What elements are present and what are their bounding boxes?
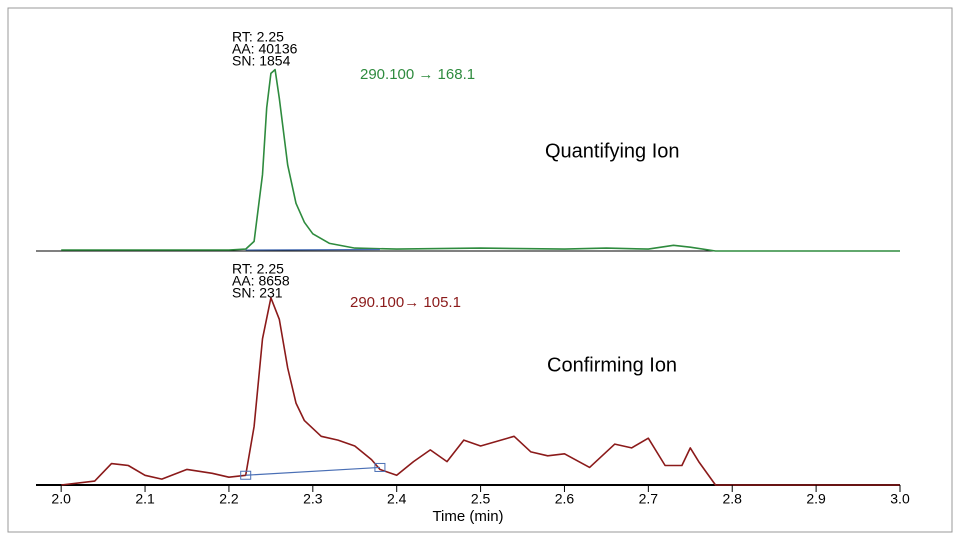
trace <box>61 297 900 486</box>
panel-title: Quantifying Ion <box>545 140 680 162</box>
x-tick-label: 2.7 <box>639 491 659 507</box>
baseline-marker <box>374 462 386 472</box>
panel-title: Confirming Ion <box>547 354 677 376</box>
integration-baseline <box>245 466 380 476</box>
x-tick-label: 2.0 <box>51 491 71 507</box>
peak-label: AA: 8658 <box>232 273 290 289</box>
integration-baseline <box>245 248 380 251</box>
peak-label: SN: 231 <box>232 285 283 301</box>
trace <box>61 68 900 252</box>
x-tick-label: 2.1 <box>135 491 155 507</box>
peak-label: RT: 2.25 <box>232 29 284 45</box>
transition-label: 290.100→ 105.1 <box>350 294 461 311</box>
x-axis-label: Time (min) <box>432 508 503 525</box>
x-tick-label: 2.8 <box>722 491 742 507</box>
x-tick-label: 2.6 <box>555 491 575 507</box>
x-tick-label: 2.5 <box>471 491 491 507</box>
peak-label: SN: 1854 <box>232 53 291 69</box>
x-tick-label: 3.0 <box>890 491 910 507</box>
x-tick-label: 2.9 <box>806 491 826 507</box>
baseline-marker <box>240 470 252 480</box>
peak-label: AA: 40136 <box>232 41 298 57</box>
frame <box>7 7 953 533</box>
x-tick-label: 2.4 <box>387 491 407 507</box>
transition-label: 290.100 → 168.1 <box>360 66 475 83</box>
peak-label: RT: 2.25 <box>232 261 284 277</box>
x-tick-label: 2.2 <box>219 491 239 507</box>
x-tick-label: 2.3 <box>303 491 323 507</box>
